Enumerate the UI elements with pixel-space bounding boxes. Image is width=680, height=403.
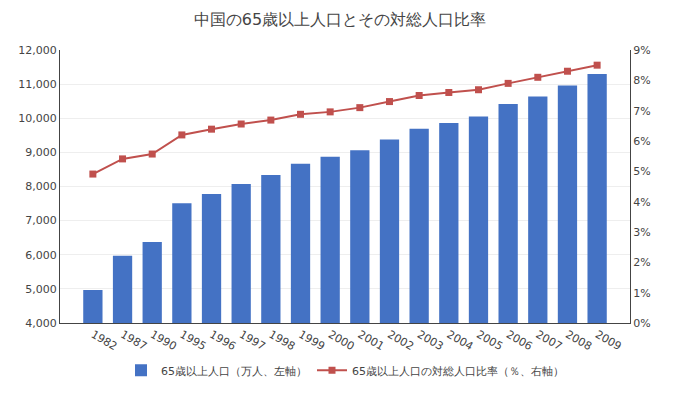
svg-text:4,000: 4,000 <box>25 317 57 330</box>
svg-text:1998: 1998 <box>267 328 298 353</box>
svg-text:1996: 1996 <box>207 328 238 353</box>
svg-text:9%: 9% <box>633 44 650 57</box>
svg-text:6%: 6% <box>633 135 650 148</box>
svg-text:1997: 1997 <box>237 328 268 353</box>
svg-text:6,000: 6,000 <box>25 249 57 262</box>
svg-text:7,000: 7,000 <box>25 214 57 227</box>
svg-text:0%: 0% <box>633 317 650 330</box>
svg-text:8%: 8% <box>633 74 650 87</box>
svg-text:4%: 4% <box>633 196 650 209</box>
svg-text:1982: 1982 <box>89 328 120 353</box>
svg-text:5%: 5% <box>633 165 650 178</box>
svg-text:1990: 1990 <box>148 328 179 353</box>
svg-text:2005: 2005 <box>474 328 505 353</box>
svg-text:11,000: 11,000 <box>18 78 57 91</box>
svg-text:中国の65歳以上人口とその対総人口比率: 中国の65歳以上人口とその対総人口比率 <box>194 10 486 29</box>
svg-text:2002: 2002 <box>385 328 416 353</box>
svg-text:7%: 7% <box>633 105 650 118</box>
svg-text:9,000: 9,000 <box>25 146 57 159</box>
svg-text:12,000: 12,000 <box>18 44 57 57</box>
svg-text:2004: 2004 <box>445 328 476 353</box>
svg-text:2%: 2% <box>633 256 650 269</box>
svg-text:65歳以上人口の対総人口比率（％、右軸）: 65歳以上人口の対総人口比率（％、右軸） <box>352 365 564 378</box>
svg-text:3%: 3% <box>633 226 650 239</box>
svg-text:65歳以上人口（万人、左軸）: 65歳以上人口（万人、左軸） <box>161 365 307 378</box>
svg-text:1987: 1987 <box>118 328 149 353</box>
svg-text:2000: 2000 <box>326 328 357 353</box>
svg-text:2003: 2003 <box>415 328 446 353</box>
svg-text:1995: 1995 <box>178 328 209 353</box>
svg-text:5,000: 5,000 <box>25 283 57 296</box>
svg-text:2007: 2007 <box>534 328 565 353</box>
svg-text:2009: 2009 <box>593 328 624 353</box>
svg-text:1999: 1999 <box>296 328 327 353</box>
svg-text:8,000: 8,000 <box>25 180 57 193</box>
svg-text:2001: 2001 <box>356 328 387 353</box>
svg-text:2006: 2006 <box>504 328 535 353</box>
svg-text:2008: 2008 <box>563 328 594 353</box>
svg-text:1%: 1% <box>633 287 650 300</box>
svg-text:10,000: 10,000 <box>18 112 57 125</box>
